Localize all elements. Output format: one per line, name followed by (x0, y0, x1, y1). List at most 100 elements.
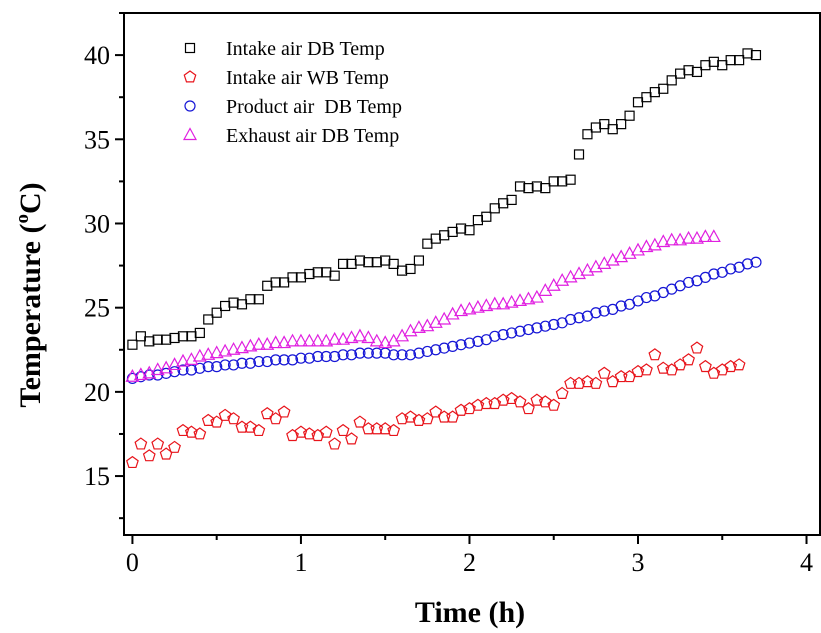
y-tick-label: 15 (84, 462, 110, 491)
data-point (631, 364, 645, 378)
data-point (161, 334, 172, 345)
data-point (252, 423, 266, 437)
data-point (717, 60, 728, 71)
data-point (438, 342, 450, 354)
data-point (422, 238, 433, 249)
data-point (683, 65, 694, 76)
data-point (590, 307, 602, 319)
data-point (277, 405, 291, 418)
data-point (564, 376, 577, 389)
data-point (260, 336, 275, 350)
data-point (169, 332, 180, 344)
data-markers (125, 48, 762, 469)
data-point (681, 230, 696, 244)
data-point (220, 300, 231, 312)
data-point (656, 234, 671, 248)
data-point (582, 129, 593, 140)
data-point (471, 398, 485, 411)
data-point (253, 294, 264, 305)
data-point (346, 258, 357, 269)
data-point (404, 349, 417, 361)
data-point (320, 350, 332, 363)
data-point (135, 331, 146, 342)
data-point (211, 307, 222, 318)
data-point (489, 330, 501, 342)
data-point (295, 272, 307, 283)
data-point (186, 331, 197, 342)
data-point (734, 55, 745, 66)
data-point (395, 412, 409, 425)
x-tick-label: 2 (463, 548, 476, 577)
data-point (481, 211, 492, 222)
legend-marker (182, 127, 198, 141)
data-point (691, 66, 703, 78)
data-point (311, 428, 325, 442)
data-point (327, 331, 342, 345)
data-point (260, 407, 274, 420)
y-axis-title: Temperature (oC) (12, 182, 47, 407)
data-point (379, 347, 391, 359)
data-point (479, 396, 493, 410)
data-point (133, 367, 148, 381)
plot-frame (123, 12, 821, 536)
data-point (649, 87, 660, 98)
data-point (529, 289, 544, 303)
legend-item: Intake air WB Temp (183, 67, 389, 89)
data-point (538, 395, 552, 408)
legend-label: Product air DB Temp (226, 96, 402, 118)
data-point (302, 333, 317, 347)
data-point (447, 340, 459, 353)
data-point (268, 335, 283, 349)
data-point (564, 313, 577, 326)
data-point (706, 229, 721, 243)
data-point (344, 330, 359, 344)
data-point (447, 226, 458, 238)
data-point (689, 230, 704, 244)
data-point (234, 340, 249, 354)
data-point (235, 420, 249, 433)
data-point (192, 348, 207, 362)
data-point (285, 333, 300, 347)
data-point (150, 362, 165, 376)
data-point (175, 353, 190, 367)
data-point (362, 347, 374, 359)
legend-label: Intake air DB Temp (226, 38, 385, 60)
data-point (698, 229, 713, 243)
legend-marker (184, 100, 196, 112)
data-point (673, 232, 688, 246)
data-point (572, 376, 586, 389)
data-point (270, 277, 281, 288)
y-axis-ticks: 15 20 25 30 35 40 (84, 12, 124, 520)
data-point (371, 347, 383, 359)
data-point (336, 331, 351, 345)
data-point (641, 92, 652, 103)
data-point (227, 412, 240, 425)
data-point (363, 257, 374, 268)
x-axis-ticks: 0 1 2 3 4 (126, 535, 813, 577)
data-point (707, 366, 721, 379)
y-tick-label: 35 (84, 125, 110, 154)
data-point (227, 359, 240, 371)
data-point (531, 322, 543, 334)
data-point (682, 353, 695, 366)
data-point (278, 277, 290, 288)
data-point (615, 300, 627, 312)
data-point (506, 327, 518, 339)
data-point (310, 333, 325, 347)
y-tick-label: 20 (84, 378, 110, 407)
data-point (455, 223, 467, 234)
data-point (353, 415, 367, 428)
data-point (540, 183, 551, 194)
data-point (336, 423, 350, 437)
data-point (142, 449, 156, 462)
data-point (396, 349, 408, 361)
data-point (690, 341, 704, 354)
data-point (454, 403, 468, 416)
legend-label: Exhaust air DB Temp (226, 125, 399, 147)
data-point (251, 336, 266, 350)
data-point (126, 455, 139, 469)
data-point (488, 396, 502, 410)
data-point (345, 432, 358, 445)
data-point (211, 361, 223, 373)
data-point (371, 257, 382, 268)
